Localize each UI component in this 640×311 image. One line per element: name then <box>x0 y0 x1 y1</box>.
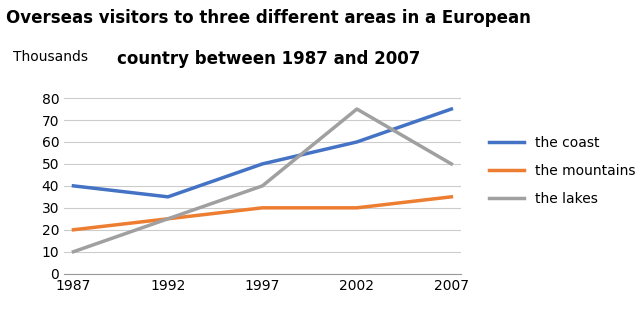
the mountains <box>353 206 361 210</box>
the mountains <box>164 217 172 221</box>
the lakes <box>353 107 361 111</box>
the coast <box>164 195 172 199</box>
the mountains <box>259 206 266 210</box>
the mountains <box>447 195 455 199</box>
the lakes <box>447 162 455 166</box>
the coast <box>70 184 77 188</box>
Line: the coast: the coast <box>74 109 451 197</box>
Text: Thousands: Thousands <box>13 50 88 64</box>
the lakes <box>164 217 172 221</box>
the coast <box>447 107 455 111</box>
the lakes <box>259 184 266 188</box>
the coast <box>259 162 266 166</box>
Legend: the coast, the mountains, the lakes: the coast, the mountains, the lakes <box>484 131 640 211</box>
Line: the lakes: the lakes <box>74 109 451 252</box>
Text: country between 1987 and 2007: country between 1987 and 2007 <box>117 50 420 68</box>
Text: Overseas visitors to three different areas in a European: Overseas visitors to three different are… <box>6 9 531 27</box>
the mountains <box>70 228 77 232</box>
the lakes <box>70 250 77 253</box>
the coast <box>353 140 361 144</box>
Line: the mountains: the mountains <box>74 197 451 230</box>
